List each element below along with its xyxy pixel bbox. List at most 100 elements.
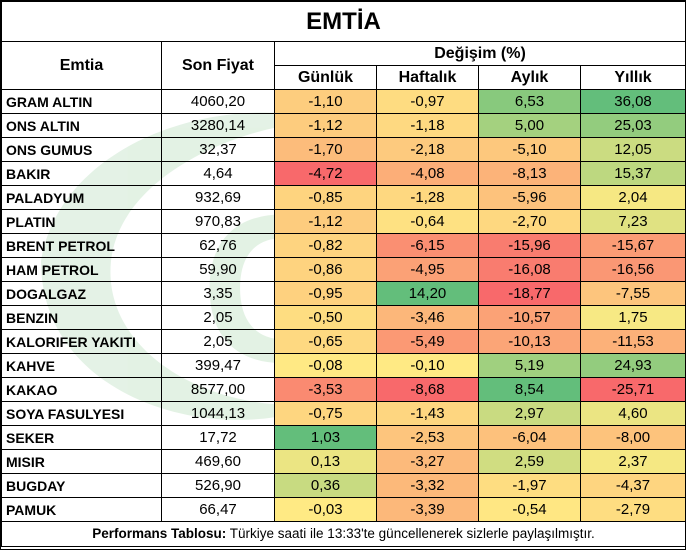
commodity-name: HAM PETROL — [1, 257, 162, 282]
last-price-cell: 2,05 — [161, 305, 275, 330]
weekly-change-cell: -2,18 — [376, 137, 479, 162]
yearly-change-cell: -16,56 — [579, 257, 686, 282]
commodity-name: ONS ALTIN — [1, 113, 162, 138]
monthly-change-cell: -6,04 — [478, 425, 581, 450]
commodity-name: GRAM ALTIN — [1, 89, 162, 114]
weekly-change-cell: -0,10 — [376, 353, 479, 378]
daily-change-cell: -0,50 — [274, 305, 377, 330]
table-row: ONS GUMUS 32,37 -1,70 -2,18 -5,10 12,05 — [1, 137, 686, 162]
yearly-change-cell: 36,08 — [579, 89, 686, 114]
table-row: BUGDAY 526,90 0,36 -3,32 -1,97 -4,37 — [1, 473, 686, 498]
last-price-cell: 399,47 — [161, 353, 275, 378]
daily-change-cell: -1,70 — [274, 137, 377, 162]
commodity-name: BRENT PETROL — [1, 233, 162, 258]
weekly-change-cell: -0,97 — [376, 89, 479, 114]
last-price-cell: 970,83 — [161, 209, 275, 234]
monthly-change-cell: -18,77 — [478, 281, 581, 306]
yearly-change-cell: -11,53 — [579, 329, 686, 354]
header-weekly: Haftalık — [376, 65, 479, 90]
last-price-cell: 59,90 — [161, 257, 275, 282]
yearly-change-cell: -4,37 — [579, 473, 686, 498]
commodity-name: KALORIFER YAKITI — [1, 329, 162, 354]
daily-change-cell: -0,86 — [274, 257, 377, 282]
monthly-change-cell: -2,70 — [478, 209, 581, 234]
weekly-change-cell: -1,18 — [376, 113, 479, 138]
footer-text: Türkiye saati ile 13:33'te güncellenerek… — [226, 526, 595, 542]
daily-change-cell: -0,03 — [274, 497, 377, 522]
weekly-change-cell: -0,64 — [376, 209, 479, 234]
weekly-change-cell: -6,15 — [376, 233, 479, 258]
monthly-change-cell: 5,19 — [478, 353, 581, 378]
last-price-cell: 469,60 — [161, 449, 275, 474]
table-row: KAKAO 8577,00 -3,53 -8,68 8,54 -25,71 — [1, 377, 686, 402]
daily-change-cell: -0,85 — [274, 185, 377, 210]
weekly-change-cell: -3,39 — [376, 497, 479, 522]
commodity-name: BAKIR — [1, 161, 162, 186]
daily-change-cell: 0,36 — [274, 473, 377, 498]
commodity-name: BENZIN — [1, 305, 162, 330]
last-price-cell: 32,37 — [161, 137, 275, 162]
daily-change-cell: -0,82 — [274, 233, 377, 258]
table-row: GRAM ALTIN 4060,20 -1,10 -0,97 6,53 36,08 — [1, 89, 686, 114]
table-title: EMTİA — [0, 1, 686, 42]
commodity-name: PAMUK — [1, 497, 162, 522]
last-price-cell: 1044,13 — [161, 401, 275, 426]
monthly-change-cell: -10,57 — [478, 305, 581, 330]
commodity-name: PALADYUM — [1, 185, 162, 210]
yearly-change-cell: -8,00 — [579, 425, 686, 450]
weekly-change-cell: 14,20 — [376, 281, 479, 306]
last-price-cell: 526,90 — [161, 473, 275, 498]
table-row: PLATIN 970,83 -1,12 -0,64 -2,70 7,23 — [1, 209, 686, 234]
daily-change-cell: -1,12 — [274, 113, 377, 138]
table-row: DOGALGAZ 3,35 -0,95 14,20 -18,77 -7,55 — [1, 281, 686, 306]
table-row: SOYA FASULYESI 1044,13 -0,75 -1,43 2,97 4,60 — [1, 401, 686, 426]
commodity-name: MISIR — [1, 449, 162, 474]
table-body: GRAM ALTIN 4060,20 -1,10 -0,97 6,53 36,08 ONS … — [1, 89, 686, 522]
commodity-name: BUGDAY — [1, 473, 162, 498]
daily-change-cell: -0,95 — [274, 281, 377, 306]
yearly-change-cell: -15,67 — [579, 233, 686, 258]
monthly-change-cell: -8,13 — [478, 161, 581, 186]
yearly-change-cell: 4,60 — [579, 401, 686, 426]
commodity-name: SEKER — [1, 425, 162, 450]
daily-change-cell: -4,72 — [274, 161, 377, 186]
table-row: KALORIFER YAKITI 2,05 -0,65 -5,49 -10,13 -11,… — [1, 329, 686, 354]
table-row: BRENT PETROL 62,76 -0,82 -6,15 -15,96 -15,67 — [1, 233, 686, 258]
commodity-name: KAKAO — [1, 377, 162, 402]
weekly-change-cell: -4,95 — [376, 257, 479, 282]
yearly-change-cell: 7,23 — [579, 209, 686, 234]
weekly-change-cell: -5,49 — [376, 329, 479, 354]
yearly-change-cell: 25,03 — [579, 113, 686, 138]
daily-change-cell: -0,65 — [274, 329, 377, 354]
header-yearly: Yıllık — [579, 65, 686, 90]
last-price-cell: 17,72 — [161, 425, 275, 450]
table-row: KAHVE 399,47 -0,08 -0,10 5,19 24,93 — [1, 353, 686, 378]
monthly-change-cell: -1,97 — [478, 473, 581, 498]
table-row: SEKER 17,72 1,03 -2,53 -6,04 -8,00 — [1, 425, 686, 450]
yearly-change-cell: 1,75 — [579, 305, 686, 330]
last-price-cell: 4,64 — [161, 161, 275, 186]
last-price-cell: 2,05 — [161, 329, 275, 354]
header-last-price: Son Fiyat — [161, 41, 275, 90]
last-price-cell: 3280,14 — [161, 113, 275, 138]
table-row: BAKIR 4,64 -4,72 -4,08 -8,13 15,37 — [1, 161, 686, 186]
monthly-change-cell: -5,96 — [478, 185, 581, 210]
last-price-cell: 8577,00 — [161, 377, 275, 402]
weekly-change-cell: -3,27 — [376, 449, 479, 474]
monthly-change-cell: 8,54 — [478, 377, 581, 402]
monthly-change-cell: -15,96 — [478, 233, 581, 258]
header-change-group: Değişim (%) — [273, 41, 686, 66]
monthly-change-cell: 2,59 — [478, 449, 581, 474]
last-price-cell: 932,69 — [161, 185, 275, 210]
yearly-change-cell: 2,04 — [579, 185, 686, 210]
weekly-change-cell: -8,68 — [376, 377, 479, 402]
table-row: ONS ALTIN 3280,14 -1,12 -1,18 5,00 25,03 — [1, 113, 686, 138]
yearly-change-cell: 15,37 — [579, 161, 686, 186]
weekly-change-cell: -4,08 — [376, 161, 479, 186]
daily-change-cell: -1,12 — [274, 209, 377, 234]
monthly-change-cell: -10,13 — [478, 329, 581, 354]
daily-change-cell: -1,10 — [274, 89, 377, 114]
commodity-name: SOYA FASULYESI — [1, 401, 162, 426]
